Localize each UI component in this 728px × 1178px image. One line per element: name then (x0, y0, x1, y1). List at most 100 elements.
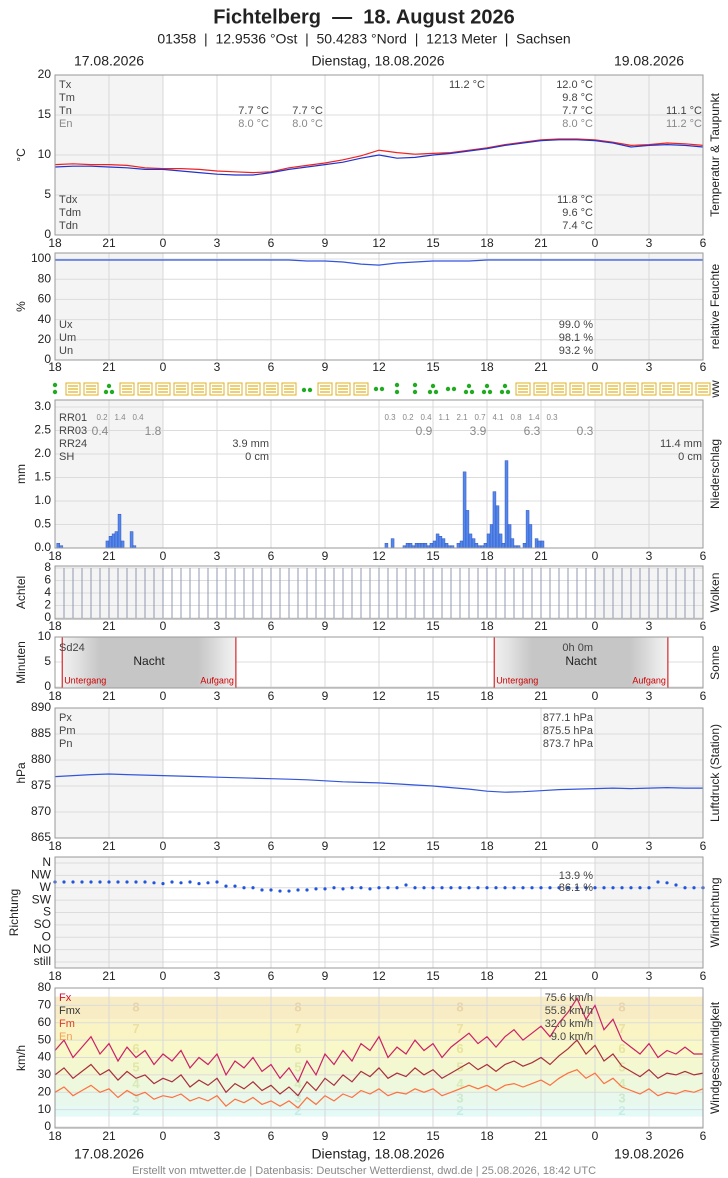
bar (594, 568, 596, 618)
y-axis-title: Richtung (7, 889, 21, 936)
x-tick-label: 0 (160, 619, 167, 633)
beaufort-label: 7 (132, 1021, 139, 1036)
bar (180, 568, 182, 618)
bar (324, 568, 326, 618)
stat-value: 0.2 (96, 413, 108, 422)
ww-symbol (173, 382, 189, 396)
ww-symbol (191, 382, 207, 396)
bar (486, 533, 491, 549)
point (548, 886, 552, 890)
x-tick-label: 12 (372, 1129, 386, 1143)
ww-symbol (335, 382, 351, 396)
point (107, 880, 111, 884)
stat-value: 0.2 (402, 413, 414, 422)
bar (429, 543, 434, 549)
data-line (54, 139, 704, 176)
bar (417, 543, 422, 549)
x-tick-label: 6 (268, 619, 275, 633)
stat-label: Tdm (59, 207, 81, 219)
x-tick-label: 9 (322, 619, 329, 633)
bar (495, 505, 500, 549)
bar (90, 568, 92, 618)
stat-value: 9.6 °C (562, 207, 593, 219)
ww-symbol (137, 382, 153, 396)
date-label: 17.08.2026 (74, 1146, 144, 1162)
stat-label: Sd24 (59, 642, 85, 654)
x-tick-label: 18 (480, 1129, 494, 1143)
stat-label: En (59, 1031, 72, 1043)
bar (438, 536, 443, 549)
y-tick-label: 0.5 (34, 517, 51, 531)
x-tick-label: 21 (534, 360, 548, 374)
bar (423, 543, 428, 549)
ww-symbol (587, 382, 603, 396)
bar (423, 568, 425, 618)
x-tick-label: 18 (480, 360, 494, 374)
beaufort-label: 2 (294, 1103, 301, 1118)
bar (486, 568, 488, 618)
stat-value: 93.2 % (559, 345, 593, 357)
x-tick-label: 3 (646, 619, 653, 633)
stat-label: Um (59, 332, 76, 344)
stat-label: Pn (59, 738, 72, 750)
ww-symbol (155, 382, 171, 396)
x-tick-label: 18 (48, 839, 62, 853)
x-tick-label: 3 (214, 360, 221, 374)
bar (105, 540, 110, 549)
point (62, 880, 66, 884)
y-tick-label: 870 (31, 804, 51, 818)
ww-symbol (487, 389, 493, 395)
footer: Erstellt von mtwetter.de | Datenbasis: D… (132, 1165, 596, 1177)
point (215, 880, 219, 884)
beaufort-label: 8 (132, 999, 139, 1014)
bar (495, 568, 497, 618)
y-tick-label: 0 (44, 610, 51, 624)
bar (603, 568, 605, 618)
point (611, 886, 615, 890)
stat-value: 99.0 % (559, 319, 593, 331)
stat-label: Tm (59, 92, 75, 104)
panel-frame (54, 636, 704, 689)
point (278, 889, 282, 893)
bar (477, 568, 479, 618)
stat-value: 0.3 (577, 424, 594, 438)
x-tick-label: 6 (268, 236, 275, 250)
ww-symbol (451, 386, 457, 392)
y-tick-label: 40 (38, 1050, 52, 1064)
bar (114, 531, 119, 549)
ww-symbol (481, 389, 487, 395)
date-label: 19.08.2026 (614, 1146, 684, 1162)
y-tick-label: 10 (38, 629, 52, 643)
bar (207, 568, 209, 618)
ww-symbol (695, 382, 711, 396)
x-tick-label: 21 (534, 619, 548, 633)
bar (261, 568, 263, 618)
x-tick-label: 6 (268, 969, 275, 983)
bar (441, 568, 443, 618)
panel-title: Luftdruck (Station) (708, 724, 722, 822)
stat-value: 0.9 (416, 424, 433, 438)
bar (483, 543, 488, 549)
beaufort-label: 5 (132, 1059, 139, 1074)
bar (108, 568, 110, 618)
bar (81, 568, 83, 618)
x-tick-label: 21 (102, 689, 116, 703)
ww-symbol (373, 386, 379, 392)
stat-value: 1.8 (145, 424, 162, 438)
x-tick-label: 21 (534, 839, 548, 853)
x-tick-label: 9 (322, 969, 329, 983)
point (575, 886, 579, 890)
beaufort-label: 8 (618, 999, 625, 1014)
ww-symbol (109, 389, 115, 395)
panel-title: Temperatur & Taupunkt (708, 92, 722, 217)
bar (162, 568, 164, 618)
bar (525, 510, 530, 549)
x-tick-label: 21 (534, 549, 548, 563)
bar (378, 568, 380, 618)
beaufort-label: 8 (456, 999, 463, 1014)
bar (489, 524, 494, 549)
bar (522, 543, 527, 549)
stat-value: 86.1 % (559, 882, 593, 894)
beaufort-label: 3 (456, 1091, 463, 1106)
stat-value: 877.1 hPa (543, 712, 594, 724)
